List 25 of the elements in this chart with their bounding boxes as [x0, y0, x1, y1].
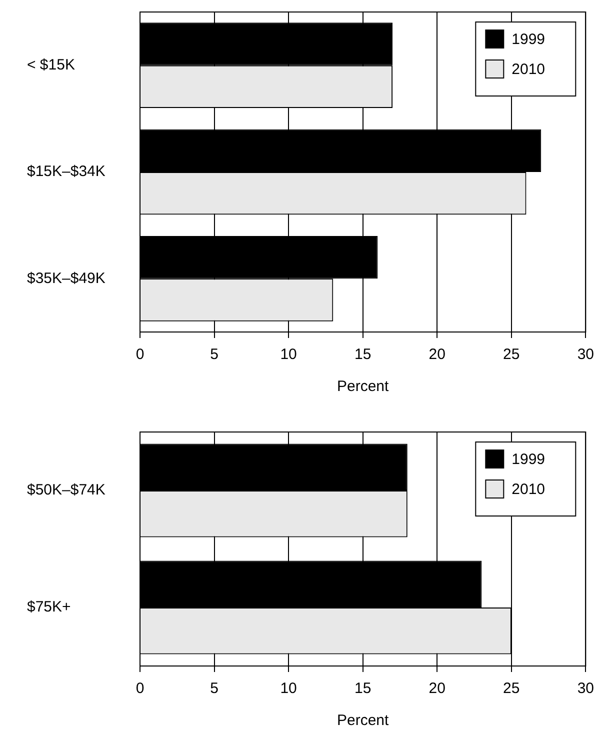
x-tick-label: 15	[354, 346, 372, 364]
x-tick-label: 0	[136, 680, 144, 698]
y-tick-label: $75K+	[27, 598, 72, 616]
x-tick-label: 25	[503, 346, 520, 364]
x-tick-label: 20	[428, 346, 446, 364]
x-tick-label: 5	[210, 680, 218, 698]
y-tick-label: $35K–$49K	[27, 270, 106, 287]
x-tick-label: 5	[210, 346, 218, 364]
legend-label: 2010	[512, 61, 546, 78]
x-axis-title: Percent	[336, 378, 390, 396]
x-tick-label: 10	[280, 680, 297, 698]
x-tick-label: 15	[354, 680, 372, 698]
x-tick-label: 30	[577, 346, 594, 364]
x-axis-title: Percent	[336, 712, 390, 730]
x-tick-label: 0	[136, 346, 144, 364]
x-tick-label: 25	[503, 680, 520, 698]
y-tick-label: $50K–$74K	[27, 482, 106, 499]
x-tick-label: 20	[428, 680, 446, 698]
legend-label: 1999	[512, 31, 546, 48]
x-tick-label: 10	[280, 346, 297, 364]
legend-label: 2010	[512, 481, 546, 498]
legend-label: 1999	[512, 451, 546, 468]
y-tick-label: < $15K	[27, 56, 75, 74]
y-tick-label: $15K–$34K	[27, 163, 106, 180]
x-tick-label: 30	[577, 680, 594, 698]
